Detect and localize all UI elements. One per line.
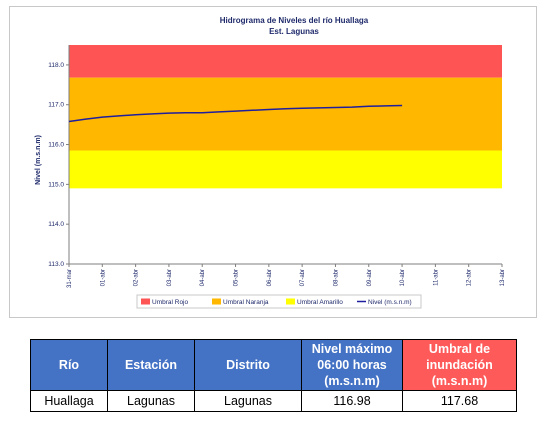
x-tick-label: 08-abr [333, 269, 339, 286]
y-axis-label: Nivel (m.s.n.m) [35, 135, 42, 185]
threshold-band-3 [69, 150, 502, 189]
cell-estacion: Lagunas [107, 390, 195, 412]
hydrograph-chart: Hidrograma de Niveles del río Huallaga E… [35, 16, 506, 309]
cell-nivel-maximo: 116.98 [301, 390, 403, 412]
x-tick-label: 06-abr [267, 269, 273, 286]
x-tick-label: 31-mar [67, 269, 73, 288]
legend-label: Umbral Rojo [152, 299, 189, 306]
x-tick-label: 09-abr [367, 269, 373, 286]
y-tick-label: 117.0 [48, 102, 64, 109]
chart-subtitle: Est. Lagunas [269, 27, 319, 36]
y-tick-label: 116.0 [48, 142, 64, 149]
x-tick-label: 12-abr [467, 269, 473, 286]
x-tick-label: 02-abr [134, 269, 140, 286]
header-rio: Río [30, 339, 108, 391]
table-row: Huallaga Lagunas Lagunas 116.98 117.68 [30, 390, 517, 412]
cell-distrito: Lagunas [194, 390, 302, 412]
level-table: Río Estación Distrito Nivel máximo 06:00… [30, 339, 517, 412]
cell-umbral-inundacion: 117.68 [402, 390, 517, 412]
x-tick-label: 13-abr [500, 269, 506, 286]
cell-rio: Huallaga [30, 390, 108, 412]
threshold-band-1 [69, 45, 502, 78]
x-tick-label: 01-abr [100, 269, 106, 286]
y-tick-label: 114.0 [48, 221, 64, 228]
x-tick-label: 03-abr [167, 269, 173, 286]
table-header-row: Río Estación Distrito Nivel máximo 06:00… [30, 339, 517, 391]
chart-title: Hidrograma de Niveles del río Huallaga [220, 16, 369, 25]
legend-label: Nivel (m.s.n.m) [368, 299, 412, 306]
header-estacion: Estación [107, 339, 195, 391]
legend-box [136, 294, 422, 309]
header-nivel-maximo: Nivel máximo 06:00 horas (m.s.n.m) [301, 339, 403, 391]
chart-legend: Umbral Rojo Umbral Naranja Umbral Amarillo… [136, 294, 422, 309]
y-tick-label: 118.0 [48, 62, 64, 69]
header-distrito: Distrito [194, 339, 302, 391]
legend-swatch [212, 298, 221, 305]
legend-swatch [286, 298, 295, 305]
legend-label: Umbral Amarillo [297, 299, 343, 306]
legend-label: Umbral Naranja [223, 299, 269, 306]
chart-container: Hidrograma de Niveles del río Huallaga E… [9, 6, 537, 318]
y-tick-label: 115.0 [48, 181, 64, 188]
x-tick-label: 05-abr [234, 269, 240, 286]
x-tick-label: 10-abr [400, 269, 406, 286]
x-tick-label: 04-abr [200, 269, 206, 286]
legend-swatch [141, 298, 150, 305]
series-line-nivel [68, 104, 403, 123]
header-umbral-inundacion: Umbral de inundación (m.s.n.m) [402, 339, 517, 391]
x-tick-label: 11-abr [433, 269, 439, 286]
y-tick-label: 113.0 [48, 261, 64, 268]
x-tick-label: 07-abr [300, 269, 306, 286]
